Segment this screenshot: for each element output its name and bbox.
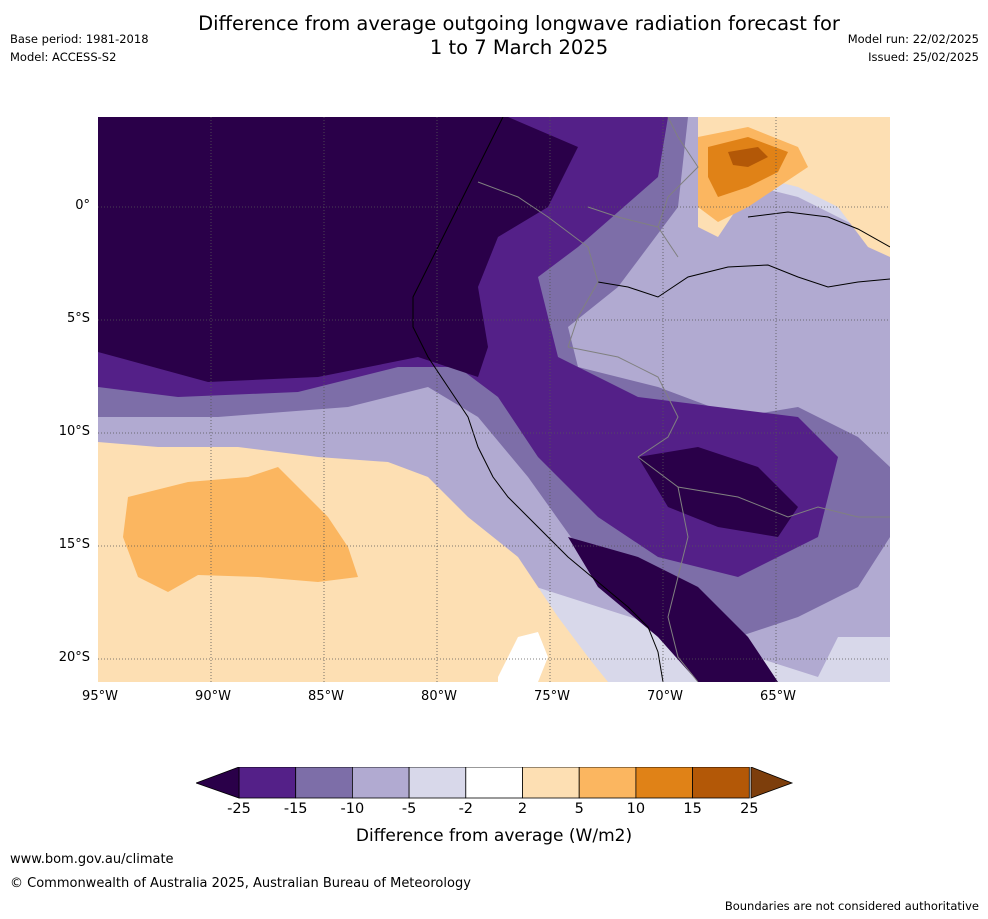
colorbar-tick-label: -2 <box>458 801 474 817</box>
lon-label-95w: 95°W <box>82 689 118 704</box>
colorbar-swatch <box>522 767 580 799</box>
model-name: Model: ACCESS-S2 <box>10 50 117 64</box>
colorbar-swatch <box>351 767 410 799</box>
anomaly-region-ne-brown <box>728 147 768 167</box>
colorbar-swatch <box>692 767 750 799</box>
lat-label-20s: 20°S <box>58 650 90 665</box>
title-line-1: Difference from average outgoing longwav… <box>198 12 840 35</box>
colorbar-label: Difference from average (W/m2) <box>355 826 633 846</box>
colorbar-tick-label: -10 <box>340 801 365 817</box>
coastline <box>412 117 664 682</box>
lon-label-65w: 65°W <box>760 689 796 704</box>
base-info: Base period: 1981-2018 Model: ACCESS-S2 <box>10 30 149 66</box>
colorbar-swatch <box>465 767 523 799</box>
colorbar-tick-label: -5 <box>401 801 417 817</box>
country-border <box>477 117 890 682</box>
lon-label-85w: 85°W <box>308 689 344 704</box>
colorbar-tick-label: 5 <box>574 801 584 817</box>
colorbar <box>196 767 794 799</box>
colorbar-swatch <box>578 767 637 799</box>
river <box>597 264 890 298</box>
map-title: Difference from average outgoing longwav… <box>0 12 988 60</box>
colorbar-arrow-high <box>750 767 794 799</box>
colorbar-swatch <box>295 767 353 799</box>
lat-label-5s: 5°S <box>66 311 90 326</box>
lon-label-80w: 80°W <box>421 689 457 704</box>
anomaly-region-deep-purple-inland <box>638 447 798 537</box>
lat-label-15s: 15°S <box>58 537 90 552</box>
disclaimer: Boundaries are not considered authoritat… <box>724 899 979 913</box>
olr-anomaly-map <box>98 117 890 682</box>
colorbar-swatch <box>635 767 693 799</box>
website-link[interactable]: www.bom.gov.au/climate <box>10 852 174 867</box>
colorbar-tick-label: 15 <box>683 801 702 817</box>
colorbar-tick-label: 10 <box>626 801 646 817</box>
lon-label-90w: 90°W <box>195 689 231 704</box>
lon-label-75w: 75°W <box>534 689 570 704</box>
colorbar-tick-label: 2 <box>517 801 528 817</box>
title-line-2: 1 to 7 March 2025 <box>429 36 609 59</box>
run-info: Model run: 22/02/2025 Issued: 25/02/2025 <box>848 30 979 66</box>
copyright: © Commonwealth of Australia 2025, Austra… <box>10 876 471 891</box>
anomaly-region-orange <box>123 467 358 592</box>
anomaly-region-deep-purple-south <box>568 537 778 682</box>
anomaly-region-white-pocket <box>498 632 548 682</box>
colorbar-tick-label: 25 <box>740 801 759 817</box>
colorbar-tick-label: -15 <box>283 801 308 817</box>
colorbar-arrow-low <box>196 767 240 799</box>
river-north <box>747 211 890 248</box>
graticule <box>98 117 890 682</box>
lon-label-70w: 70°W <box>647 689 683 704</box>
issued-date: Issued: 25/02/2025 <box>868 50 979 64</box>
base-period: Base period: 1981-2018 <box>10 32 149 46</box>
colorbar-tick-label: -25 <box>227 801 251 817</box>
model-run: Model run: 22/02/2025 <box>847 32 979 46</box>
colorbar-swatch <box>408 767 467 799</box>
anomaly-region-deep-purple <box>98 117 578 382</box>
colorbar-swatch <box>238 767 297 799</box>
lat-label-0: 0° <box>75 198 90 213</box>
lat-label-10s: 10°S <box>58 424 90 439</box>
